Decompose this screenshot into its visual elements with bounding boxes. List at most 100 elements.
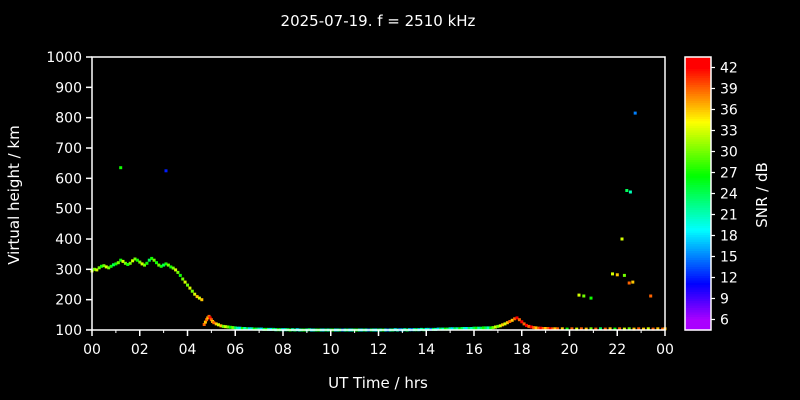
y-tick-label: 200 xyxy=(55,293,82,309)
colorbar-segment xyxy=(685,122,711,126)
data-point xyxy=(260,327,263,331)
colorbar-tick-label: 36 xyxy=(720,103,738,119)
data-point xyxy=(162,263,166,267)
data-point xyxy=(541,327,545,330)
data-point xyxy=(169,265,173,269)
data-point xyxy=(92,267,96,271)
data-point xyxy=(159,264,163,268)
colorbar-segment xyxy=(685,209,711,213)
colorbar-tick-label: 6 xyxy=(720,313,729,329)
y-tick-label: 700 xyxy=(55,141,82,157)
colorbar-segment xyxy=(685,293,711,297)
x-axis-label: UT Time / hrs xyxy=(328,374,428,392)
data-point xyxy=(100,264,103,268)
data-point xyxy=(119,258,123,262)
colorbar-segment xyxy=(685,220,711,224)
colorbar-segment xyxy=(685,95,711,99)
colorbar-segment xyxy=(685,72,711,76)
data-point xyxy=(589,296,593,300)
colorbar-segment xyxy=(685,68,711,72)
colorbar-segment xyxy=(685,152,711,156)
data-point xyxy=(95,268,99,272)
colorbar-segment xyxy=(685,202,711,206)
data-point xyxy=(252,327,256,331)
colorbar-segment xyxy=(685,100,711,104)
colorbar-tick-label: 24 xyxy=(720,187,738,203)
data-point xyxy=(446,327,450,331)
colorbar-segment xyxy=(685,59,711,63)
colorbar-segment xyxy=(685,245,711,249)
data-point xyxy=(138,260,142,264)
data-point xyxy=(121,259,125,263)
colorbar-segment xyxy=(685,275,711,279)
data-point xyxy=(133,257,137,261)
data-point xyxy=(224,325,228,329)
colorbar-segment xyxy=(685,254,711,258)
data-point xyxy=(486,326,490,330)
colorbar-segment xyxy=(685,168,711,172)
x-tick-label: 00 xyxy=(656,342,674,358)
colorbar-segment xyxy=(685,236,711,240)
data-point xyxy=(620,237,624,241)
colorbar-segment xyxy=(685,136,711,140)
colorbar-segment xyxy=(685,127,711,131)
data-point xyxy=(188,286,192,290)
x-tick-label: 20 xyxy=(561,342,579,358)
x-tick-label: 04 xyxy=(179,342,197,358)
data-point xyxy=(212,321,216,325)
colorbar-segment xyxy=(685,143,711,147)
data-point xyxy=(661,327,665,331)
colorbar-segment xyxy=(685,154,711,158)
colorbar-segment xyxy=(685,198,711,201)
data-point xyxy=(97,266,101,270)
colorbar-segment xyxy=(685,259,711,263)
data-point xyxy=(656,327,660,331)
data-point xyxy=(135,258,139,262)
colorbar-tick-label: 27 xyxy=(720,166,738,182)
colorbar-segment xyxy=(685,325,711,329)
data-point xyxy=(112,263,115,267)
data-point xyxy=(515,316,519,320)
colorbar-segment xyxy=(685,227,711,231)
data-point xyxy=(474,326,478,330)
data-point xyxy=(195,295,199,299)
data-point xyxy=(642,327,645,331)
data-point xyxy=(193,292,197,296)
data-point xyxy=(570,327,574,331)
data-point xyxy=(579,327,583,331)
x-tick-label: 16 xyxy=(465,342,483,358)
data-point xyxy=(123,261,127,265)
colorbar-tick-label: 39 xyxy=(720,82,738,98)
colorbar-segment xyxy=(685,118,711,122)
data-point xyxy=(501,323,505,327)
data-point xyxy=(553,327,557,331)
data-point xyxy=(145,261,149,265)
data-point xyxy=(186,283,189,287)
colorbar-segment xyxy=(685,191,711,195)
data-point xyxy=(453,327,457,331)
colorbar-segment xyxy=(685,86,711,90)
data-point xyxy=(633,111,637,115)
data-point xyxy=(627,281,631,285)
colorbar-segment xyxy=(685,182,711,185)
colorbar-tick-label: 33 xyxy=(720,124,738,140)
colorbar-segment xyxy=(685,163,711,167)
data-point xyxy=(209,318,213,322)
data-point xyxy=(164,169,168,173)
x-tick-label: 14 xyxy=(417,342,435,358)
data-point xyxy=(551,327,555,331)
data-point xyxy=(152,258,156,262)
x-tick-label: 00 xyxy=(83,342,101,358)
data-point xyxy=(114,262,118,266)
data-point xyxy=(233,326,237,330)
colorbar-segment xyxy=(685,314,711,317)
data-point xyxy=(637,327,641,331)
data-point xyxy=(226,325,230,329)
colorbar-segment xyxy=(685,282,711,286)
colorbar-segment xyxy=(685,218,711,222)
y-tick-label: 900 xyxy=(55,80,82,96)
data-point xyxy=(181,277,185,281)
colorbar-segment xyxy=(685,159,711,163)
colorbar-segment xyxy=(685,200,711,204)
data-point xyxy=(119,166,123,170)
